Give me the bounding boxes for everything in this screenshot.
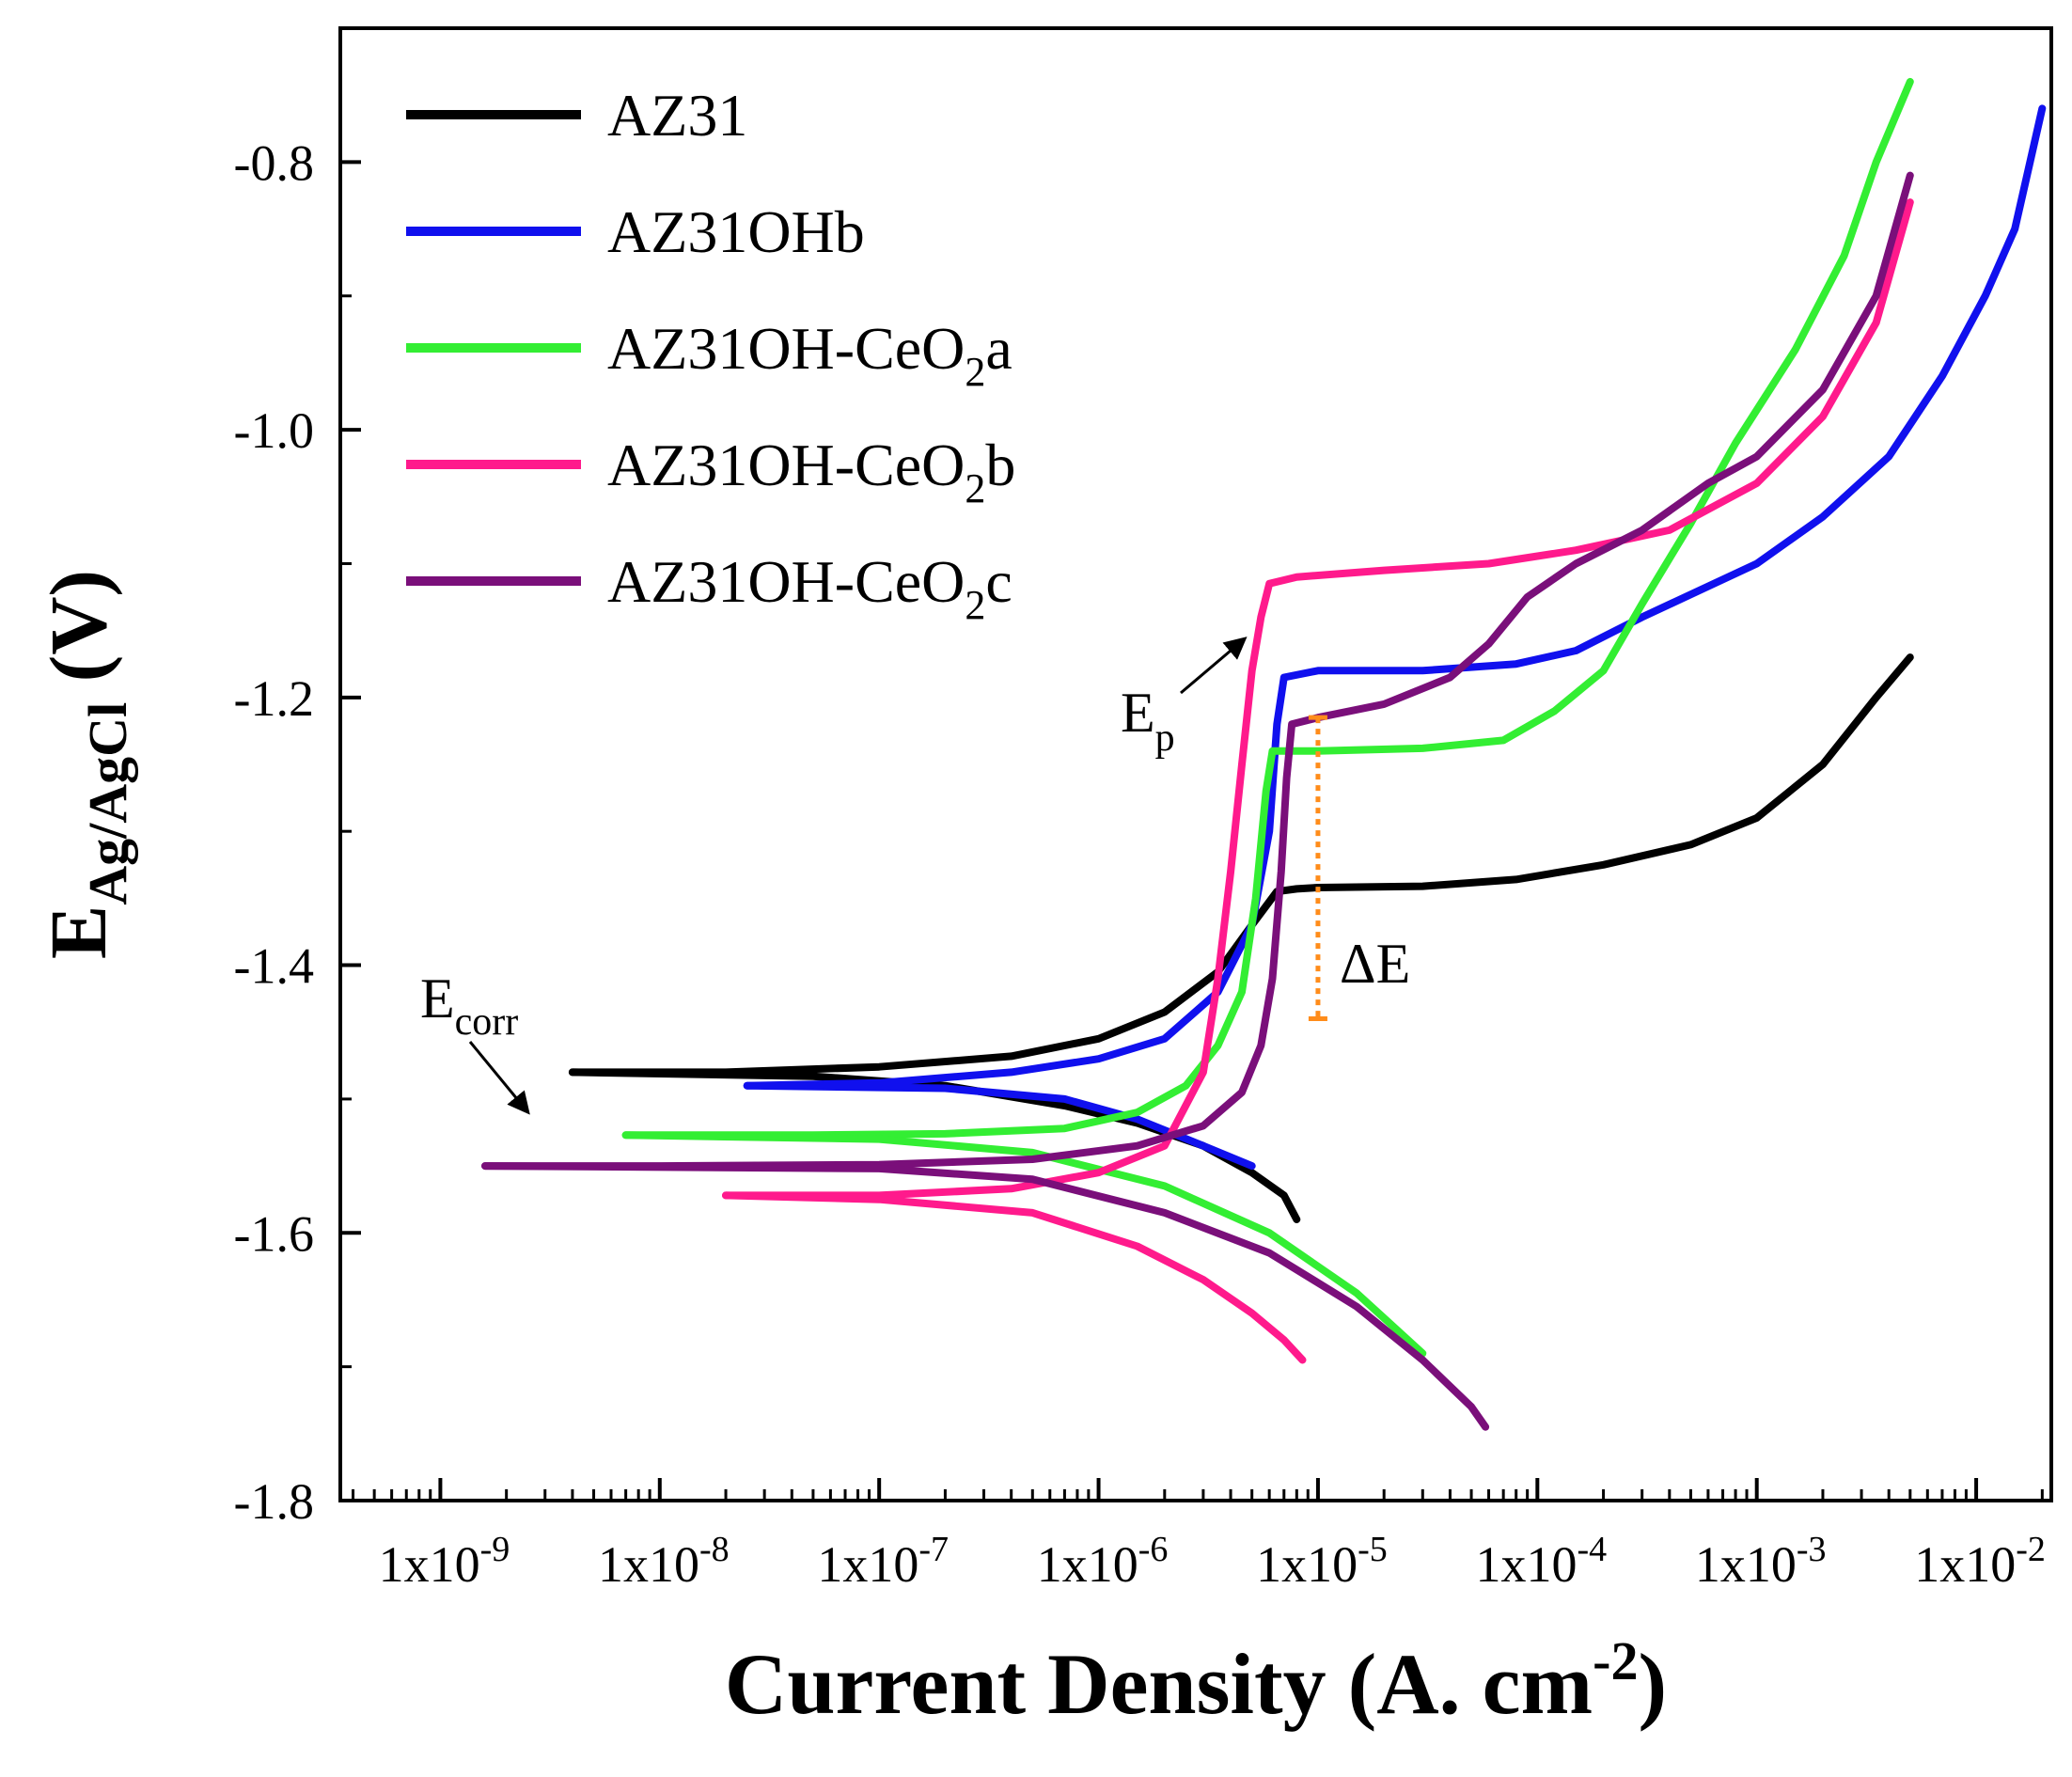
x-tick-label: 1x10-5: [1256, 1530, 1388, 1593]
x-tick-label: 1x10-9: [379, 1530, 510, 1593]
legend-label: AZ31OH-CeO2c: [607, 548, 1012, 628]
axis-labels: Current Density (A. cm-2) EAg/AgCl (V): [33, 570, 1667, 1732]
cathodic-curve: [743, 1081, 1256, 1171]
x-tick-label: 1x10-8: [598, 1530, 730, 1593]
delta-e-label: ΔE: [1340, 933, 1410, 995]
x-tick-label: 1x10-6: [1037, 1530, 1169, 1593]
legend-label: AZ31OHb: [607, 198, 865, 265]
x-tick-label: 1x10-3: [1695, 1530, 1827, 1593]
y-tick-label: -0.8: [234, 134, 314, 191]
cathodic-curve: [621, 1131, 1427, 1358]
y-tick-label: -1.2: [234, 670, 314, 727]
anodic-curve: [621, 77, 1914, 1140]
series-az31oh-ceo2c: [481, 171, 1914, 1431]
y-tick-label: -1.0: [234, 402, 314, 459]
y-tick-label: -1.4: [234, 938, 314, 995]
anodic-curve: [722, 198, 1914, 1200]
ecorr-label: Ecorr: [420, 967, 518, 1044]
plot-frame: [338, 26, 2053, 1502]
series-az31oh-ceo2b: [722, 198, 1914, 1364]
ecorr-arrow: [468, 1041, 530, 1115]
axes-layer: -0.8 -1.0 -1.2 -1.4 -1.6 -1.8 1x10-9 1x10-8 1x10…: [234, 26, 2053, 1593]
series-az31ohb: [743, 104, 2047, 1171]
x-tick-label: 1x10-7: [817, 1530, 949, 1593]
y-tick-label: -1.8: [234, 1473, 314, 1530]
x-axis-label: Current Density (A. cm-2): [725, 1630, 1667, 1732]
ep-label: Ep: [1121, 682, 1175, 760]
legend-label: AZ31OH-CeO2a: [607, 315, 1012, 395]
legend: AZ31 AZ31OHb AZ31OH-CeO2a AZ31OH-CeO2b AZ31O…: [406, 82, 1015, 628]
anodic-curve: [743, 104, 2047, 1090]
y-axis-label: EAg/AgCl (V): [33, 570, 138, 959]
series-layer: [481, 77, 2047, 1431]
cathodic-curve: [481, 1162, 1490, 1431]
y-tick-label: -1.6: [234, 1205, 314, 1262]
anodic-curve: [568, 653, 1914, 1077]
legend-label: AZ31OH-CeO2b: [607, 432, 1015, 511]
series-az31oh-ceo2a: [621, 77, 1914, 1358]
x-tick-label: 1x10-2: [1914, 1530, 2046, 1593]
annotations: Ecorr Ep ΔE: [420, 637, 1410, 1115]
legend-label: AZ31: [607, 82, 747, 149]
anodic-curve: [481, 171, 1914, 1171]
x-tick-label: 1x10-4: [1475, 1530, 1607, 1593]
ep-arrow: [1180, 637, 1248, 695]
cathodic-curve: [722, 1191, 1307, 1364]
